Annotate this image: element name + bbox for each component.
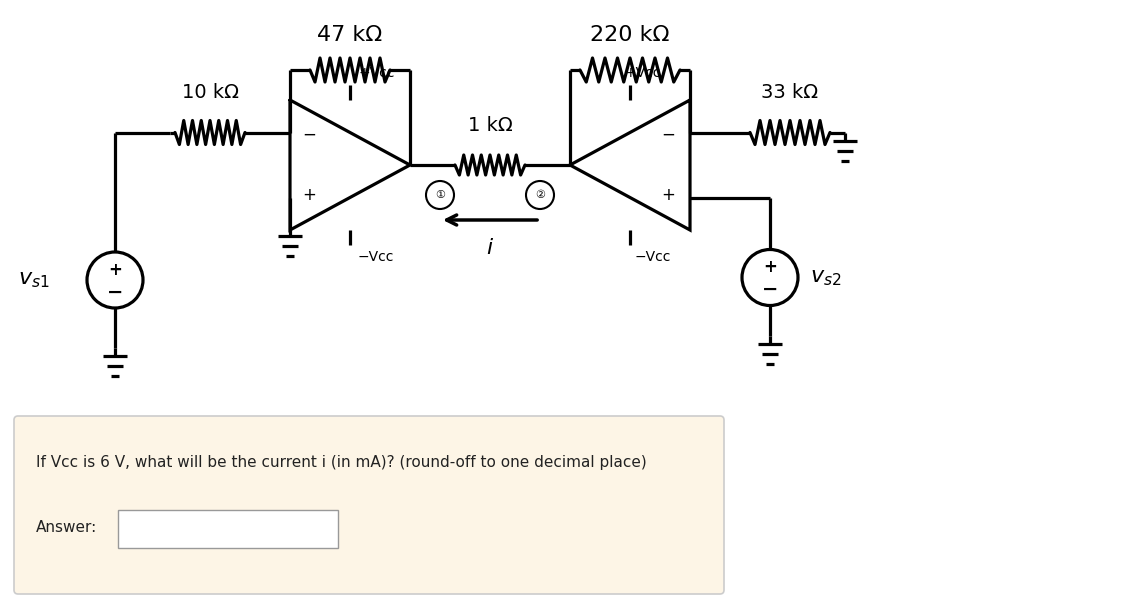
Text: 220 kΩ: 220 kΩ bbox=[590, 25, 670, 45]
Text: Answer:: Answer: bbox=[36, 520, 97, 535]
FancyBboxPatch shape bbox=[118, 510, 338, 548]
Text: −: − bbox=[107, 283, 123, 301]
Text: +: + bbox=[108, 261, 122, 279]
Text: −Vcc: −Vcc bbox=[358, 250, 394, 264]
Text: +: + bbox=[763, 259, 777, 277]
Text: −: − bbox=[762, 280, 779, 299]
Text: −Vcc: −Vcc bbox=[635, 250, 671, 264]
Text: $i$: $i$ bbox=[486, 238, 494, 258]
Text: $v_{s1}$: $v_{s1}$ bbox=[18, 270, 50, 290]
Text: −: − bbox=[302, 125, 316, 143]
Text: 33 kΩ: 33 kΩ bbox=[762, 83, 818, 103]
FancyBboxPatch shape bbox=[14, 416, 724, 594]
Text: 1 kΩ: 1 kΩ bbox=[468, 116, 512, 135]
Text: +Vcc: +Vcc bbox=[625, 66, 661, 80]
Text: ②: ② bbox=[534, 190, 545, 200]
Text: +: + bbox=[661, 187, 675, 205]
Text: +Vcc: +Vcc bbox=[358, 66, 394, 80]
Text: If Vcc is 6 V, what will be the current i (in mA)? (round-off to one decimal pla: If Vcc is 6 V, what will be the current … bbox=[36, 455, 646, 470]
Text: +: + bbox=[302, 187, 316, 205]
Text: −: − bbox=[661, 125, 675, 143]
Text: 10 kΩ: 10 kΩ bbox=[182, 83, 238, 103]
Text: 47 kΩ: 47 kΩ bbox=[318, 25, 383, 45]
Text: ①: ① bbox=[435, 190, 445, 200]
Text: $v_{s2}$: $v_{s2}$ bbox=[810, 268, 842, 287]
